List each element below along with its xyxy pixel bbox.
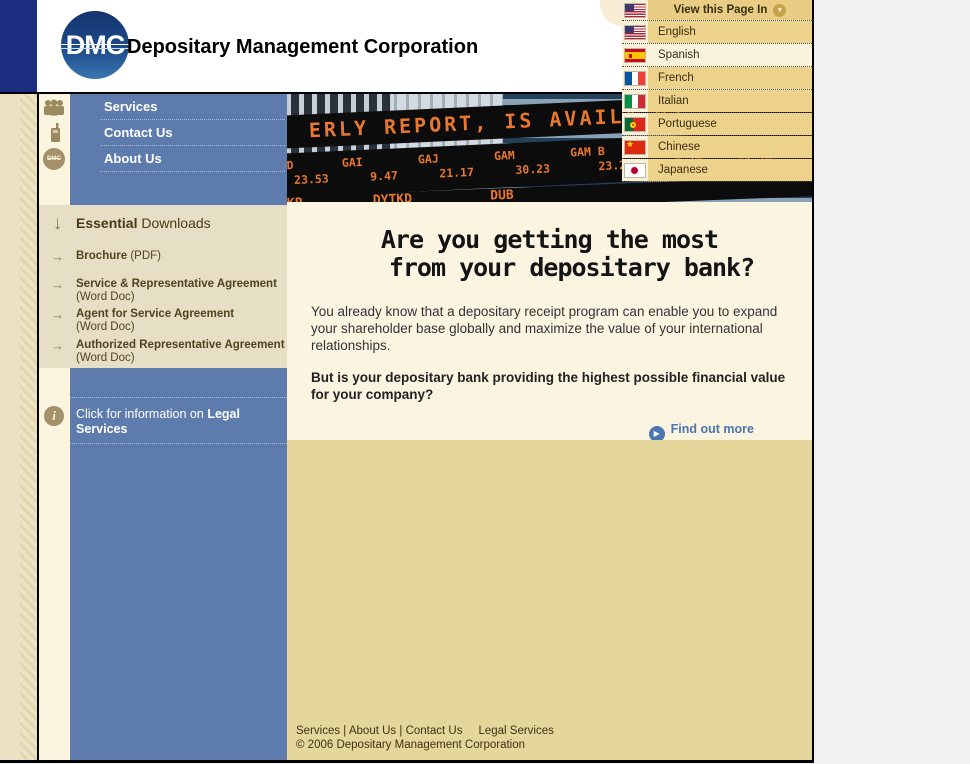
download-item-text: Service & Representative Agreement (Word … [76, 278, 277, 303]
china-flag-icon [625, 140, 645, 154]
downloads-title-rest: Downloads [137, 215, 211, 231]
language-option-portuguese[interactable]: Portuguese [622, 113, 812, 136]
language-option-french[interactable]: French [622, 67, 812, 90]
play-icon: ▶ [648, 426, 665, 442]
language-label: Chinese [648, 136, 812, 158]
essential-downloads-panel: ↓ Essential Downloads → Brochure (PDF) →… [39, 205, 287, 368]
flag-cell [622, 0, 648, 20]
flag-cell [622, 159, 648, 181]
flag-cell [622, 67, 648, 89]
headline-line2: from your depositary bank? [388, 253, 755, 282]
dropdown-curve-decor [600, 0, 622, 26]
language-label: English [648, 21, 812, 43]
chevron-down-icon: ▼ [773, 3, 787, 17]
legal-text: Click for information on [76, 407, 208, 421]
flag-cell [622, 21, 648, 43]
dmc-logo: DMC [59, 11, 130, 79]
down-arrow-icon: ↓ [52, 213, 63, 234]
sidebar-item-label: About Us [104, 151, 162, 166]
flag-cell [622, 44, 648, 66]
page-title: Depositary Management Corporation [127, 36, 479, 58]
sidebar-item-label: Services [104, 99, 158, 114]
dmc-logo-text: DMC [59, 29, 130, 60]
navy-accent-block [0, 0, 37, 92]
sidebar-item-label: Contact Us [104, 125, 173, 140]
find-out-more-link[interactable]: ▶ Find out more [287, 420, 812, 442]
download-link-authorized-agreement[interactable]: → Authorized Representative Agreement (Wo… [39, 338, 287, 365]
download-link-agent-agreement[interactable]: → Agent for Service Agreement (Word Doc) [39, 307, 287, 334]
footer-link-contact-us[interactable]: Contact Us [405, 725, 463, 737]
download-link-brochure[interactable]: → Brochure (PDF) [39, 250, 287, 264]
divider-line [37, 94, 39, 760]
language-dropdown-header[interactable]: View this Page In ▼ [622, 0, 812, 21]
italy-flag-icon [625, 94, 645, 108]
main-content: ERLY REPORT, IS AVAILA DJ D GAI GAJ GAM … [287, 94, 812, 760]
sidebar-item-services[interactable]: Services [70, 94, 287, 120]
headline: Are you getting the most from your depos… [287, 226, 812, 282]
find-out-more-label: Find out more [670, 422, 754, 436]
info-icon: i [44, 406, 64, 426]
people-icon [42, 99, 66, 121]
phone-icon [50, 123, 62, 148]
language-label: Portuguese [648, 113, 812, 135]
spain-flag-icon [625, 48, 645, 62]
dmc-badge-icon: DMC [43, 148, 65, 170]
legal-text-bold: Legal Services [76, 407, 240, 436]
right-arrow-icon: → [51, 249, 64, 264]
language-label: Italian [648, 90, 812, 112]
striped-decor-column [0, 94, 37, 760]
footer: Services | About Us | Contact Us Legal Se… [296, 724, 554, 752]
language-option-italian[interactable]: Italian [622, 90, 812, 113]
intro-question: But is your depositary bank providing th… [311, 370, 786, 402]
flag-cell [622, 90, 648, 112]
downloads-title: Essential Downloads [76, 215, 211, 231]
france-flag-icon [625, 71, 645, 85]
flag-cell [622, 113, 648, 135]
footer-links: Services | About Us | Contact Us Legal Se… [296, 725, 554, 737]
footer-link-legal-services[interactable]: Legal Services [478, 725, 554, 737]
downloads-header: ↓ Essential Downloads [39, 213, 287, 234]
language-option-english[interactable]: English [622, 21, 812, 44]
us-flag-icon [625, 25, 645, 39]
download-item-text: Brochure (PDF) [76, 250, 161, 262]
legal-services-link[interactable]: Click for information on Legal Services [70, 397, 287, 444]
portugal-flag-icon [625, 117, 645, 131]
headline-line1: Are you getting the most [380, 225, 719, 254]
right-arrow-icon: → [51, 338, 64, 353]
footer-link-services[interactable]: Services [296, 725, 341, 737]
intro-section: Are you getting the most from your depos… [287, 202, 812, 442]
japan-flag-icon [625, 163, 645, 177]
download-item-text: Authorized Representative Agreement (Word… [76, 339, 285, 364]
language-dropdown: View this Page In ▼ English Spanish Frenc… [600, 0, 812, 182]
sidebar-item-contact-us[interactable]: Contact Us [70, 120, 287, 146]
sidebar-item-about-us[interactable]: About Us [70, 146, 287, 172]
copyright: © 2006 Depositary Management Corporation [296, 739, 526, 751]
right-arrow-icon: → [51, 307, 64, 322]
download-item-text: Agent for Service Agreement (Word Doc) [76, 308, 235, 333]
footer-link-about-us[interactable]: About Us [348, 725, 397, 737]
right-arrow-icon: → [51, 277, 64, 292]
page-body: Services Contact Us About Us [0, 92, 812, 760]
us-flag-icon [625, 3, 645, 17]
language-option-japanese[interactable]: Japanese [622, 159, 812, 182]
flag-cell [622, 136, 648, 158]
language-label: Japanese [648, 159, 812, 181]
language-label: French [648, 67, 812, 89]
language-label: Spanish [648, 44, 812, 66]
language-option-spanish[interactable]: Spanish [622, 44, 812, 67]
site-container: DMC Depositary Management Corporation Se… [0, 0, 814, 763]
download-link-service-agreement[interactable]: → Service & Representative Agreement (Wor… [39, 277, 287, 304]
dropdown-header-text: View this Page In [673, 4, 768, 16]
dropdown-header-label: View this Page In ▼ [648, 0, 812, 20]
intro-paragraph: You already know that a depositary recei… [311, 304, 778, 353]
lower-section: Services | About Us | Contact Us Legal Se… [287, 440, 812, 760]
icon-column [39, 94, 70, 760]
downloads-title-bold: Essential [76, 215, 138, 231]
language-option-chinese[interactable]: Chinese [622, 136, 812, 159]
